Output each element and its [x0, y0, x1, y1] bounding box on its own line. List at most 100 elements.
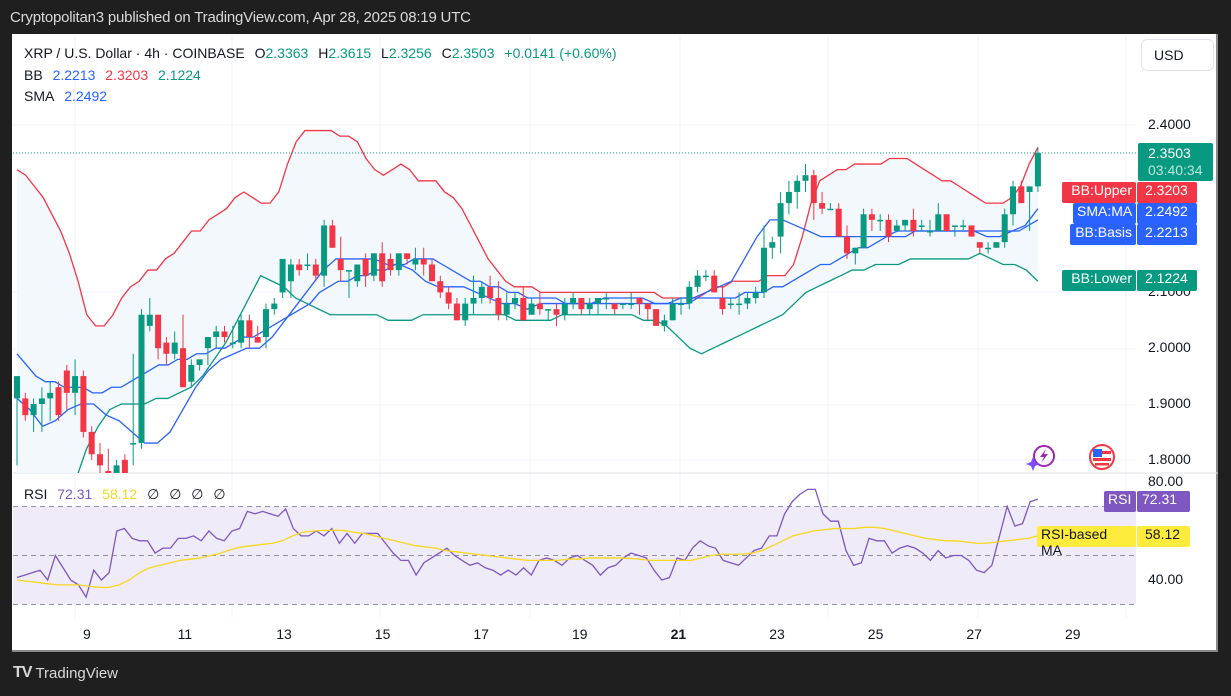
candle-body — [163, 342, 170, 354]
bb-basis-line — [16, 219, 1039, 394]
rsi-legend[interactable]: RSI 72.31 58.12 ∅ ∅ ∅ ∅ — [24, 486, 232, 503]
candle-body — [819, 203, 826, 209]
low-number: 2.3256 — [388, 45, 432, 61]
time-axis-label: 23 — [769, 626, 785, 642]
candle-body — [885, 219, 892, 237]
candle-body — [495, 297, 502, 315]
tradingview-logo-icon: TV — [13, 664, 32, 681]
close-value: C2.3503 — [442, 45, 495, 61]
candle-body — [246, 320, 253, 338]
time-axis-label: 11 — [177, 626, 193, 642]
symbol-title[interactable]: XRP / U.S. Dollar · 4h · COINBASE — [24, 45, 245, 61]
rsi-tag-label: RSI — [1104, 491, 1136, 512]
rsi-label: RSI — [24, 486, 48, 502]
candle-body — [63, 370, 70, 393]
candle-body — [603, 297, 610, 300]
sma-tag-value: 2.2492 — [1137, 203, 1197, 224]
candle-body — [794, 180, 801, 192]
candle-body — [802, 175, 809, 181]
candle-body — [968, 225, 975, 237]
bb-basis-tag-value: 2.2213 — [1137, 224, 1197, 245]
low-value: L2.3256 — [381, 45, 432, 61]
candle-body — [213, 331, 220, 338]
candle-body — [487, 286, 494, 298]
candle-body — [827, 208, 834, 211]
rsi-ma-tag-value: 58.12 — [1137, 526, 1190, 547]
candle-body — [985, 247, 992, 250]
candle-body — [229, 342, 236, 345]
candle-body — [628, 303, 635, 306]
candle-body — [453, 303, 460, 321]
candle-body — [661, 320, 668, 326]
candle-body — [1001, 214, 1008, 243]
candle-body — [852, 247, 859, 254]
currency-button[interactable]: USD — [1141, 39, 1214, 71]
time-axis-label: 15 — [374, 626, 391, 642]
candle-body — [810, 175, 817, 204]
candle-body — [412, 258, 419, 265]
time-axis-label: 25 — [867, 626, 884, 642]
time-axis-label: 13 — [276, 626, 292, 642]
candle-body — [877, 219, 884, 222]
sma-line — [16, 208, 1039, 444]
open-number: 2.3363 — [265, 45, 309, 61]
bb-upper-value: 2.3203 — [105, 67, 149, 83]
candle-body — [719, 297, 726, 310]
candle-body — [420, 258, 427, 265]
candle-body — [395, 253, 402, 271]
candle-body — [462, 303, 469, 321]
change-value: +0.0141 (+0.60%) — [504, 45, 617, 61]
bb-upper-tag-label: BB:Upper — [1062, 182, 1136, 203]
candle-body — [121, 459, 128, 473]
candle-body — [180, 348, 186, 388]
candle-body — [619, 303, 626, 306]
candle-body — [196, 359, 203, 365]
open-value: O2.3363 — [255, 45, 309, 61]
candle-body — [478, 286, 485, 298]
rsi-ma-value: 58.12 — [102, 486, 138, 502]
rsi-ma-line — [16, 526, 1039, 588]
price-axis-label: 2.0000 — [1148, 339, 1191, 356]
open-label: O — [254, 45, 266, 61]
candle-body — [993, 242, 1000, 248]
candle-body — [611, 303, 618, 310]
candle-body — [296, 264, 303, 271]
candle-body — [30, 404, 37, 416]
candle-body — [304, 264, 311, 266]
candle-body — [1034, 152, 1041, 187]
time-axis-label: 21 — [670, 626, 687, 642]
candle-body — [868, 214, 875, 220]
candle-body — [171, 342, 178, 354]
tradingview-footer[interactable]: TV TradingView — [13, 664, 118, 682]
close-label: C — [441, 45, 452, 61]
candle-body — [362, 258, 369, 276]
publish-info: Cryptopolitan3 published on TradingView.… — [10, 9, 471, 26]
candle-body — [254, 337, 261, 343]
empty-value-4: ∅ — [213, 486, 226, 502]
candle-body — [653, 309, 660, 326]
candle-body — [263, 309, 269, 338]
bb-lower-line — [77, 252, 1039, 473]
us-flag-icon[interactable] — [1088, 443, 1116, 471]
sma-legend[interactable]: SMA 2.2492 — [24, 88, 113, 104]
candle-body — [188, 364, 195, 382]
candle-body — [14, 376, 20, 399]
candle-body — [595, 297, 601, 304]
candle-body — [445, 292, 452, 304]
bb-basis-value: 2.2213 — [52, 67, 96, 83]
lightning-sparkle-icon[interactable] — [1026, 443, 1058, 473]
empty-value-2: ∅ — [169, 486, 182, 502]
last-price-tag: 2.3503 03:40:34 — [1138, 143, 1213, 181]
candle-body — [918, 225, 925, 227]
candle-body — [130, 443, 137, 445]
candle-body — [204, 337, 211, 349]
candle-body — [570, 297, 577, 304]
candle-body — [429, 264, 435, 282]
bb-band-fill — [17, 130, 1038, 473]
price-axis-label: 2.4000 — [1148, 116, 1191, 132]
bb-legend[interactable]: BB 2.2213 2.3203 2.1224 — [24, 67, 207, 83]
bb-upper-tag-value: 2.3203 — [1137, 182, 1197, 203]
candle-body — [835, 208, 842, 237]
candle-body — [271, 303, 278, 310]
